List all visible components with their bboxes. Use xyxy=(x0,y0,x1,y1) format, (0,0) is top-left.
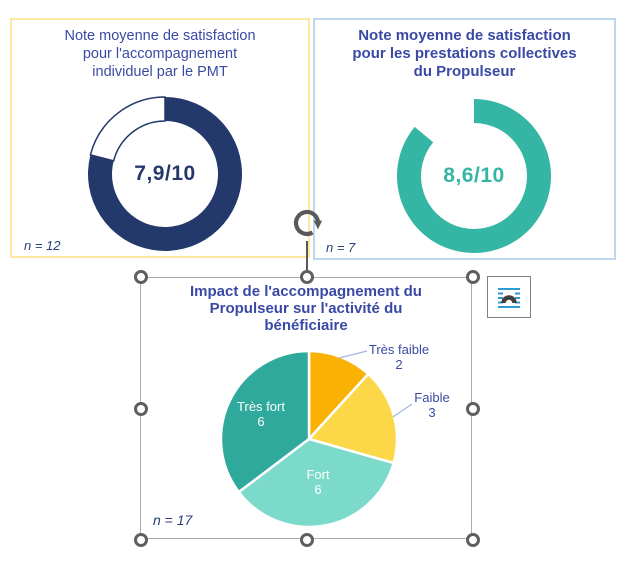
selection-handle-middle-left[interactable] xyxy=(134,402,148,416)
sample-size-label: n = 12 xyxy=(24,238,61,253)
selected-pie-chart-object[interactable]: Impact de l'accompagnement du Propulseur… xyxy=(134,209,480,547)
sample-size-label: n = 17 xyxy=(153,512,193,528)
pie-label-leader-line xyxy=(338,350,368,359)
layout-options-icon xyxy=(498,288,520,308)
chart-card-satisfaction-individuelle[interactable]: Note moyenne de satisfaction pour l'acco… xyxy=(10,18,310,258)
chart-title: Note moyenne de satisfaction pour les pr… xyxy=(352,27,577,80)
selection-handle-top-right[interactable] xyxy=(466,270,480,284)
chart-card-prestations-collectives[interactable]: Note moyenne de satisfaction pour les pr… xyxy=(313,18,616,260)
donut-center-value: 8,6/10 xyxy=(443,164,505,187)
pie-label-leader-line xyxy=(392,403,413,418)
donut-chart-collectif: 8,6/10 xyxy=(394,96,554,256)
selection-handle-middle-right[interactable] xyxy=(466,402,480,416)
donut-center-value: 7,9/10 xyxy=(134,162,196,185)
pie-slice-label-2: Fort 6 xyxy=(306,467,330,497)
pie-slice-2[interactable] xyxy=(237,437,395,529)
pie-slice-label-0: Très faible 2 xyxy=(368,342,430,372)
layout-options-button[interactable] xyxy=(487,276,531,318)
pie-slice-3[interactable] xyxy=(219,349,311,494)
pie-slice-label-1: Faible 3 xyxy=(414,390,450,420)
pie-slice-label-3: Très fort 6 xyxy=(237,399,285,429)
selection-handle-bottom-middle[interactable] xyxy=(300,533,314,547)
selection-handle-bottom-left[interactable] xyxy=(134,533,148,547)
chart-title: Note moyenne de satisfaction pour l'acco… xyxy=(64,28,256,80)
donut-chart-individuel: 7,9/10 xyxy=(85,94,245,254)
donut-ring xyxy=(88,96,243,252)
rotate-handle-line xyxy=(306,241,308,278)
pie-chart xyxy=(219,349,413,529)
pie-chart-title: Impact de l'accompagnement du Propulseur… xyxy=(190,283,422,334)
rotate-handle-icon[interactable] xyxy=(289,205,325,241)
selection-handle-top-left[interactable] xyxy=(134,270,148,284)
donut-ring xyxy=(397,99,552,253)
selection-handle-top-middle[interactable] xyxy=(300,270,314,284)
selection-handle-bottom-right[interactable] xyxy=(466,533,480,547)
pie-slice-1[interactable] xyxy=(307,372,399,465)
sample-size-label: n = 7 xyxy=(326,240,356,255)
